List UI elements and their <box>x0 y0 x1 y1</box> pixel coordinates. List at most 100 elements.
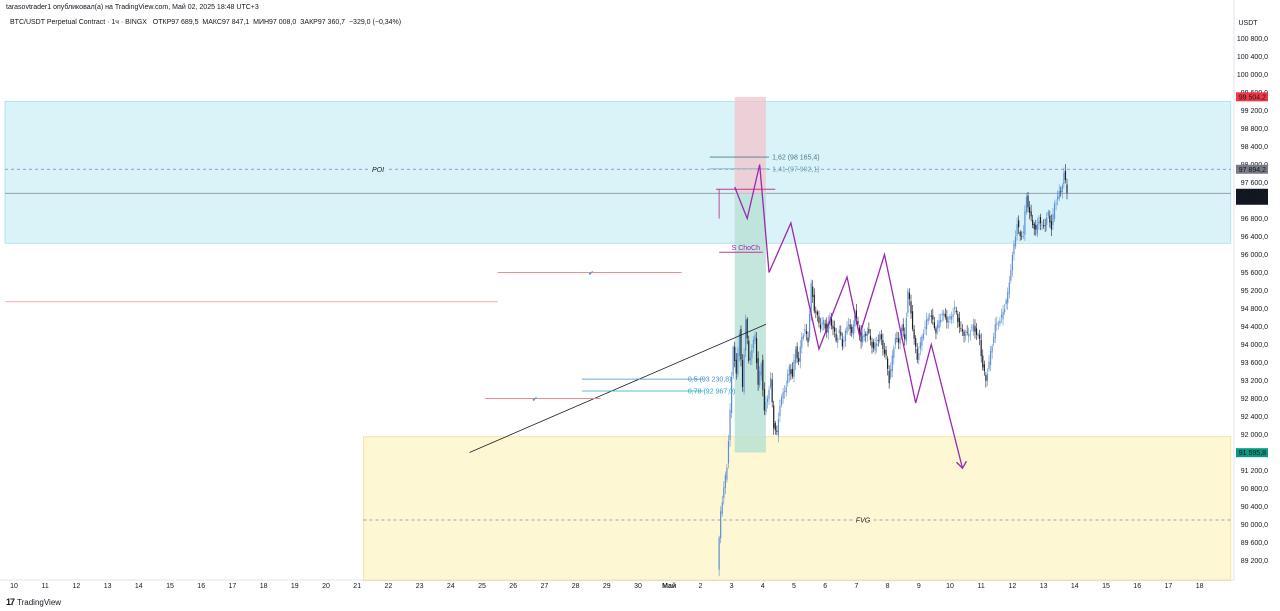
candle[interactable] <box>830 315 833 326</box>
candle[interactable] <box>749 358 751 361</box>
candle[interactable] <box>938 320 940 329</box>
candle[interactable] <box>843 340 845 342</box>
candle[interactable] <box>907 290 909 313</box>
candle[interactable] <box>919 342 921 349</box>
candle[interactable] <box>791 368 794 377</box>
candle[interactable] <box>993 337 995 344</box>
candle[interactable] <box>720 511 722 539</box>
candle[interactable] <box>787 373 789 384</box>
candle[interactable] <box>731 376 733 414</box>
candle[interactable] <box>760 363 762 376</box>
candle[interactable] <box>754 335 756 341</box>
candle[interactable] <box>980 339 982 357</box>
candle[interactable] <box>1049 215 1051 223</box>
candle[interactable] <box>727 440 730 464</box>
candle[interactable] <box>759 371 761 386</box>
candle[interactable] <box>732 346 734 376</box>
candle[interactable] <box>779 405 781 417</box>
candle[interactable] <box>974 325 976 332</box>
candle[interactable] <box>840 331 842 336</box>
candle[interactable] <box>821 322 823 325</box>
candle[interactable] <box>819 324 822 329</box>
candle[interactable] <box>766 398 769 402</box>
candle[interactable] <box>1002 311 1004 320</box>
candle[interactable] <box>1066 184 1068 193</box>
candle[interactable] <box>941 313 943 316</box>
candle[interactable] <box>880 334 882 340</box>
candle[interactable] <box>757 358 759 385</box>
candle[interactable] <box>1030 211 1032 217</box>
candle[interactable] <box>726 467 728 480</box>
candle[interactable] <box>854 315 856 327</box>
candle[interactable] <box>961 329 964 332</box>
candle[interactable] <box>1021 236 1023 238</box>
candle[interactable] <box>1063 172 1065 185</box>
candle[interactable] <box>893 347 895 359</box>
candle[interactable] <box>812 286 814 297</box>
candle[interactable] <box>1027 195 1029 208</box>
candle[interactable] <box>718 537 720 570</box>
candle[interactable] <box>997 324 999 326</box>
candle[interactable] <box>857 321 859 325</box>
candle[interactable] <box>738 333 740 357</box>
candle[interactable] <box>915 338 917 347</box>
candle[interactable] <box>1033 223 1035 230</box>
candle[interactable] <box>865 334 867 336</box>
candle[interactable] <box>799 346 801 362</box>
candle[interactable] <box>741 360 744 387</box>
candle[interactable] <box>1052 214 1054 226</box>
candle[interactable] <box>977 334 979 336</box>
candle[interactable] <box>832 325 834 329</box>
candle[interactable] <box>926 319 928 329</box>
candle[interactable] <box>936 324 939 329</box>
candle[interactable] <box>887 358 889 369</box>
candle[interactable] <box>788 365 790 376</box>
candle[interactable] <box>911 311 914 330</box>
candle[interactable] <box>940 319 942 323</box>
candle[interactable] <box>983 364 985 372</box>
candle[interactable] <box>954 306 956 310</box>
candle[interactable] <box>985 375 987 381</box>
candle[interactable] <box>1055 203 1057 204</box>
candle[interactable] <box>838 329 840 334</box>
candle[interactable] <box>891 355 893 372</box>
candle[interactable] <box>866 331 868 336</box>
candle[interactable] <box>869 335 872 340</box>
candle[interactable] <box>740 329 742 360</box>
candle[interactable] <box>1028 207 1031 213</box>
candle[interactable] <box>858 327 861 335</box>
poi-zone[interactable] <box>4 101 1232 244</box>
candle[interactable] <box>748 340 750 361</box>
candle[interactable] <box>862 335 864 343</box>
candle[interactable] <box>950 316 953 320</box>
candle[interactable] <box>883 349 886 354</box>
candle[interactable] <box>972 324 974 332</box>
candle[interactable] <box>1004 308 1006 313</box>
candle[interactable] <box>798 358 800 362</box>
candle[interactable] <box>877 339 879 342</box>
candle[interactable] <box>809 313 811 338</box>
candle[interactable] <box>1011 254 1013 271</box>
candle[interactable] <box>876 343 878 347</box>
candle[interactable] <box>827 321 829 333</box>
projection-path[interactable] <box>734 164 964 469</box>
candle[interactable] <box>994 324 996 339</box>
candle[interactable] <box>810 283 812 315</box>
candle[interactable] <box>735 359 737 374</box>
candle[interactable] <box>813 294 815 312</box>
candle[interactable] <box>737 353 739 375</box>
candle[interactable] <box>771 379 773 403</box>
candle[interactable] <box>971 327 973 329</box>
candle[interactable] <box>996 322 998 325</box>
candle[interactable] <box>844 330 847 342</box>
candle[interactable] <box>793 359 795 378</box>
candle[interactable] <box>1046 217 1048 225</box>
candle[interactable] <box>1039 217 1042 224</box>
candle[interactable] <box>1014 236 1017 247</box>
candle[interactable] <box>1024 211 1026 235</box>
candle[interactable] <box>935 328 937 334</box>
candle[interactable] <box>1022 231 1024 233</box>
candle[interactable] <box>846 326 848 333</box>
candle[interactable] <box>1057 196 1059 200</box>
candle[interactable] <box>777 419 779 436</box>
